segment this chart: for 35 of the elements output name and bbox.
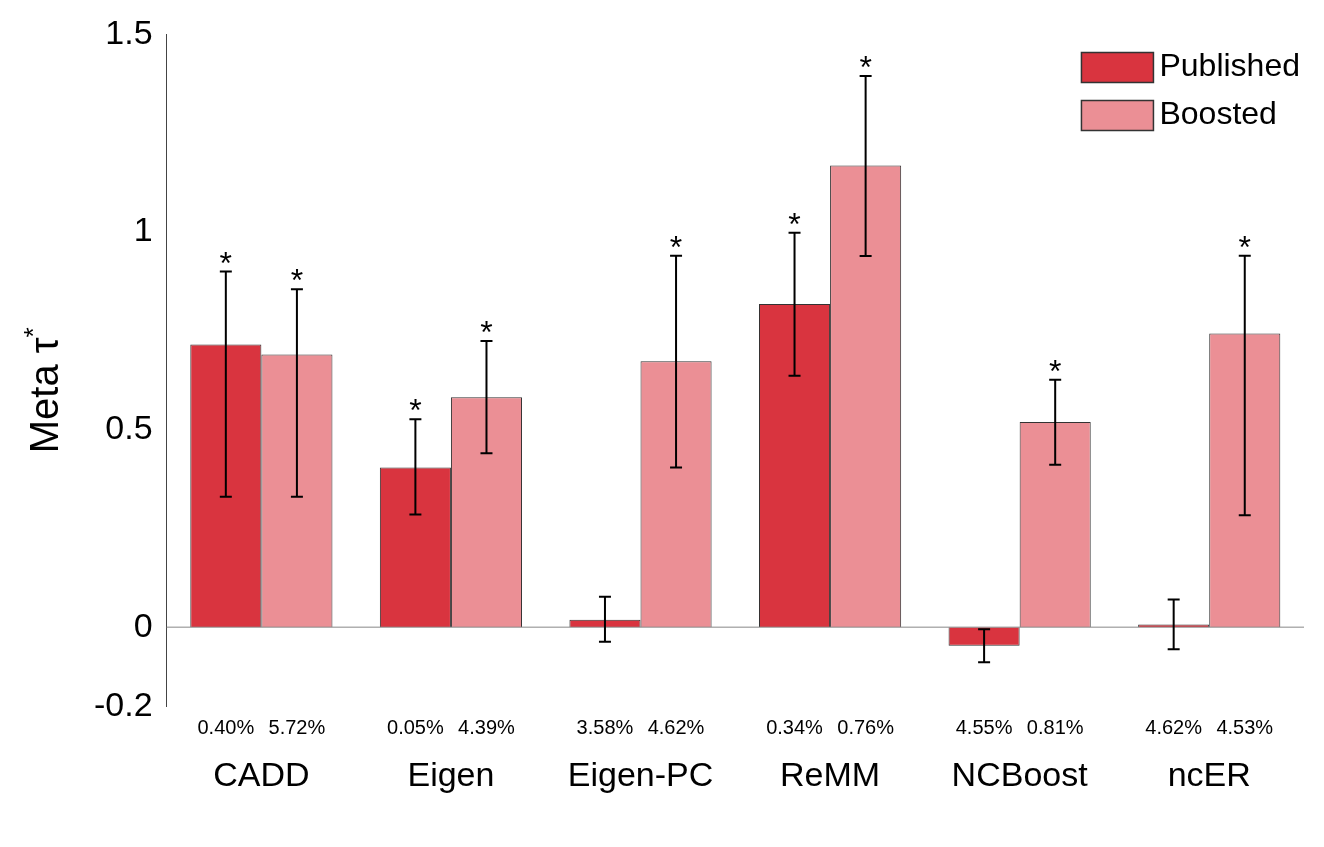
annotation: * [1238, 228, 1251, 265]
annotation: * [1048, 352, 1062, 389]
x-tick-label: NCBoost [951, 754, 1089, 793]
text: 4.39% [458, 715, 516, 738]
text: 3.58% [576, 715, 634, 738]
text: 0.40% [197, 715, 255, 738]
text: 4.62% [1145, 715, 1203, 738]
x-tick-label: ReMM [780, 754, 881, 793]
text: 0.34% [766, 715, 824, 738]
annotation: * [290, 262, 304, 299]
text: 4.62% [647, 715, 705, 738]
x-tick-label: Eigen [407, 754, 495, 793]
y-axis-title: Meta τ* [18, 327, 66, 454]
text: 0.81% [1026, 715, 1084, 738]
x-tick-label: ncER [1167, 754, 1251, 793]
annotation: * [788, 205, 801, 242]
annotation: * [669, 228, 683, 265]
y-tick-label: 1.5 [105, 12, 153, 51]
annotation: * [219, 244, 233, 281]
legend-label: Published [1159, 47, 1300, 84]
annotation: * [409, 392, 422, 429]
x-tick-label: Eigen-PC [567, 754, 714, 793]
legend-label: Boosted [1159, 95, 1277, 132]
text: 0.05% [387, 715, 444, 738]
x-tick-label: CADD [213, 754, 310, 793]
y-tick-label: 0.5 [105, 407, 153, 446]
text: 5.72% [268, 715, 326, 738]
text: 0.76% [837, 715, 895, 738]
text: 4.55% [955, 715, 1013, 738]
y-tick-label: -0.2 [93, 684, 153, 723]
y-tick-label: 1 [133, 210, 153, 249]
annotation: * [859, 48, 872, 85]
y-tick-label: 0 [133, 605, 153, 644]
text: 4.53% [1216, 715, 1274, 738]
annotation: * [480, 314, 493, 351]
